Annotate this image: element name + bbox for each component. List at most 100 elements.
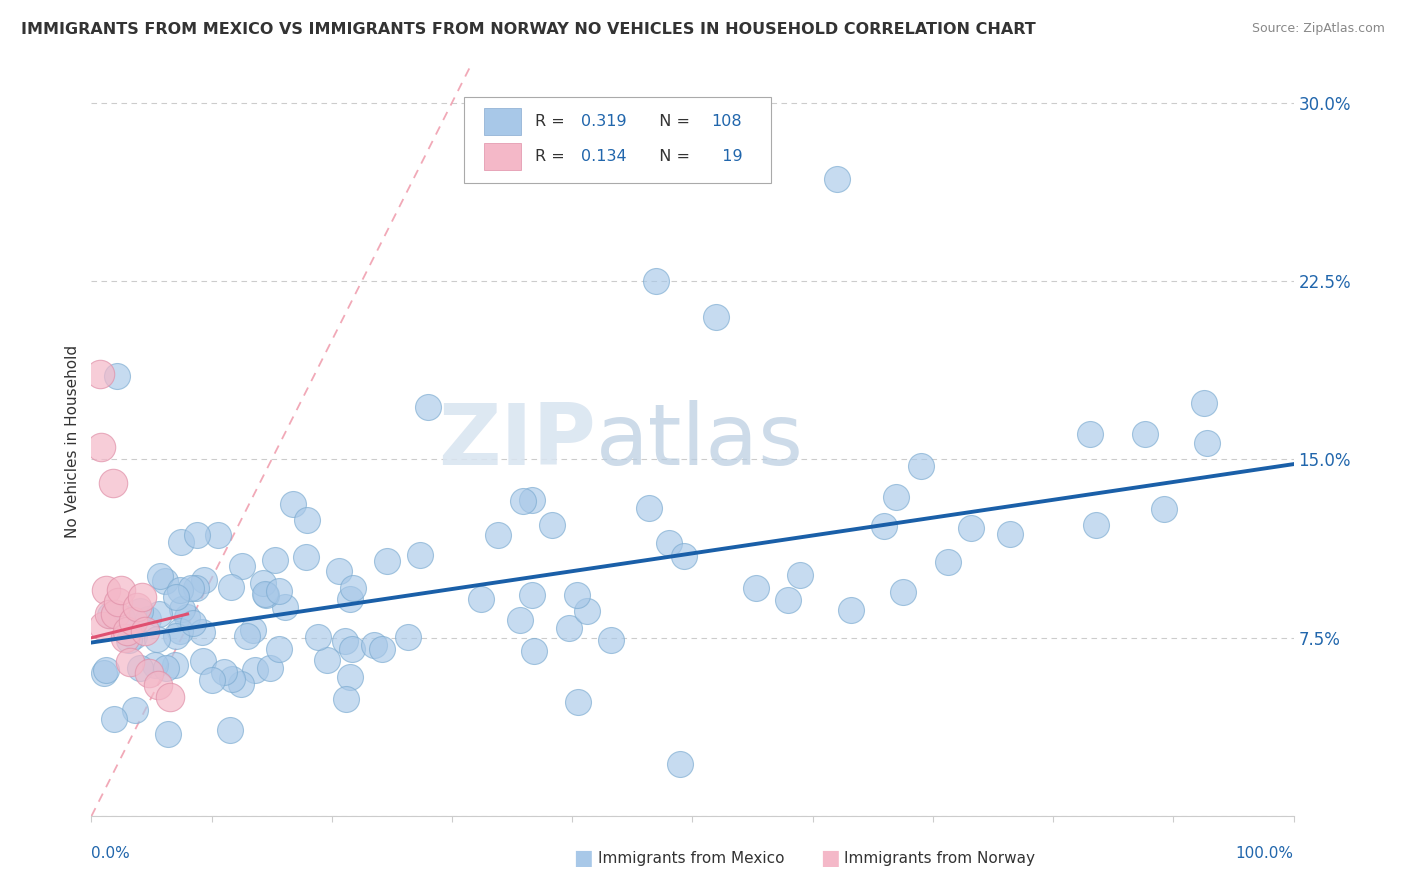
- Point: [176, 609, 198, 624]
- Point: [316, 653, 339, 667]
- Point: [470, 591, 492, 606]
- Point: [637, 501, 659, 516]
- Point: [169, 624, 191, 638]
- Point: [122, 629, 145, 643]
- Point: [131, 591, 153, 605]
- Point: [143, 658, 166, 673]
- Point: [117, 624, 139, 638]
- Text: R =: R =: [534, 114, 569, 129]
- Point: [117, 633, 139, 648]
- Point: [375, 554, 398, 568]
- Point: [153, 574, 176, 588]
- Point: [146, 678, 169, 692]
- Point: [155, 661, 177, 675]
- Text: atlas: atlas: [596, 400, 804, 483]
- Point: [307, 630, 329, 644]
- Point: [107, 595, 129, 609]
- Point: [396, 630, 419, 644]
- Point: [89, 367, 111, 381]
- Point: [98, 608, 121, 623]
- Point: [201, 673, 224, 687]
- Point: [267, 642, 290, 657]
- Point: [180, 581, 202, 595]
- Point: [122, 614, 145, 628]
- Point: [214, 665, 236, 679]
- Point: [778, 592, 800, 607]
- Text: N =: N =: [650, 149, 696, 164]
- Point: [998, 527, 1021, 541]
- Point: [370, 642, 392, 657]
- Point: [146, 632, 169, 646]
- Point: [884, 491, 907, 505]
- Point: [181, 615, 204, 630]
- Point: [825, 171, 848, 186]
- Point: [936, 556, 959, 570]
- Point: [259, 661, 281, 675]
- Point: [94, 583, 117, 598]
- Point: [512, 493, 534, 508]
- Point: [339, 670, 361, 684]
- Point: [242, 623, 264, 637]
- Point: [706, 310, 728, 324]
- Y-axis label: No Vehicles in Household: No Vehicles in Household: [65, 345, 80, 538]
- Point: [599, 632, 621, 647]
- Point: [522, 588, 544, 602]
- Point: [520, 493, 543, 508]
- Point: [93, 666, 115, 681]
- Point: [252, 576, 274, 591]
- Point: [165, 629, 187, 643]
- Point: [523, 644, 546, 658]
- Point: [669, 756, 692, 771]
- Point: [1194, 396, 1216, 410]
- Point: [105, 369, 128, 384]
- Point: [891, 584, 914, 599]
- Point: [910, 459, 932, 474]
- Point: [486, 527, 509, 541]
- Text: ■: ■: [820, 848, 839, 868]
- Point: [274, 600, 297, 615]
- Point: [229, 677, 252, 691]
- Point: [93, 619, 115, 633]
- Point: [333, 634, 356, 648]
- Point: [1197, 435, 1219, 450]
- Point: [264, 553, 287, 567]
- Text: N =: N =: [650, 114, 696, 129]
- Point: [159, 690, 181, 705]
- Text: Immigrants from Mexico: Immigrants from Mexico: [598, 851, 785, 865]
- Point: [328, 564, 350, 578]
- Point: [128, 604, 150, 618]
- Text: Source: ZipAtlas.com: Source: ZipAtlas.com: [1251, 22, 1385, 36]
- Point: [295, 513, 318, 527]
- Point: [94, 663, 117, 677]
- Point: [254, 588, 277, 602]
- Text: 0.0%: 0.0%: [91, 847, 131, 861]
- Point: [294, 549, 316, 564]
- Point: [148, 607, 170, 621]
- Point: [335, 692, 357, 706]
- Point: [340, 641, 363, 656]
- Point: [645, 274, 668, 288]
- Point: [207, 528, 229, 542]
- Point: [172, 602, 194, 616]
- Point: [567, 588, 589, 602]
- Point: [342, 581, 364, 595]
- Point: [138, 666, 160, 681]
- Point: [118, 655, 141, 669]
- Point: [186, 528, 208, 542]
- Point: [221, 672, 243, 686]
- Text: 19: 19: [711, 149, 742, 164]
- Text: R =: R =: [534, 149, 569, 164]
- Point: [409, 548, 432, 562]
- Point: [1135, 427, 1157, 442]
- Point: [745, 581, 768, 595]
- Point: [1085, 517, 1108, 532]
- Point: [169, 534, 191, 549]
- Text: ■: ■: [574, 848, 593, 868]
- Point: [558, 621, 581, 635]
- Point: [90, 441, 112, 455]
- Point: [789, 568, 811, 582]
- Point: [231, 558, 253, 573]
- Point: [672, 549, 695, 563]
- Point: [103, 712, 125, 726]
- Point: [125, 599, 148, 614]
